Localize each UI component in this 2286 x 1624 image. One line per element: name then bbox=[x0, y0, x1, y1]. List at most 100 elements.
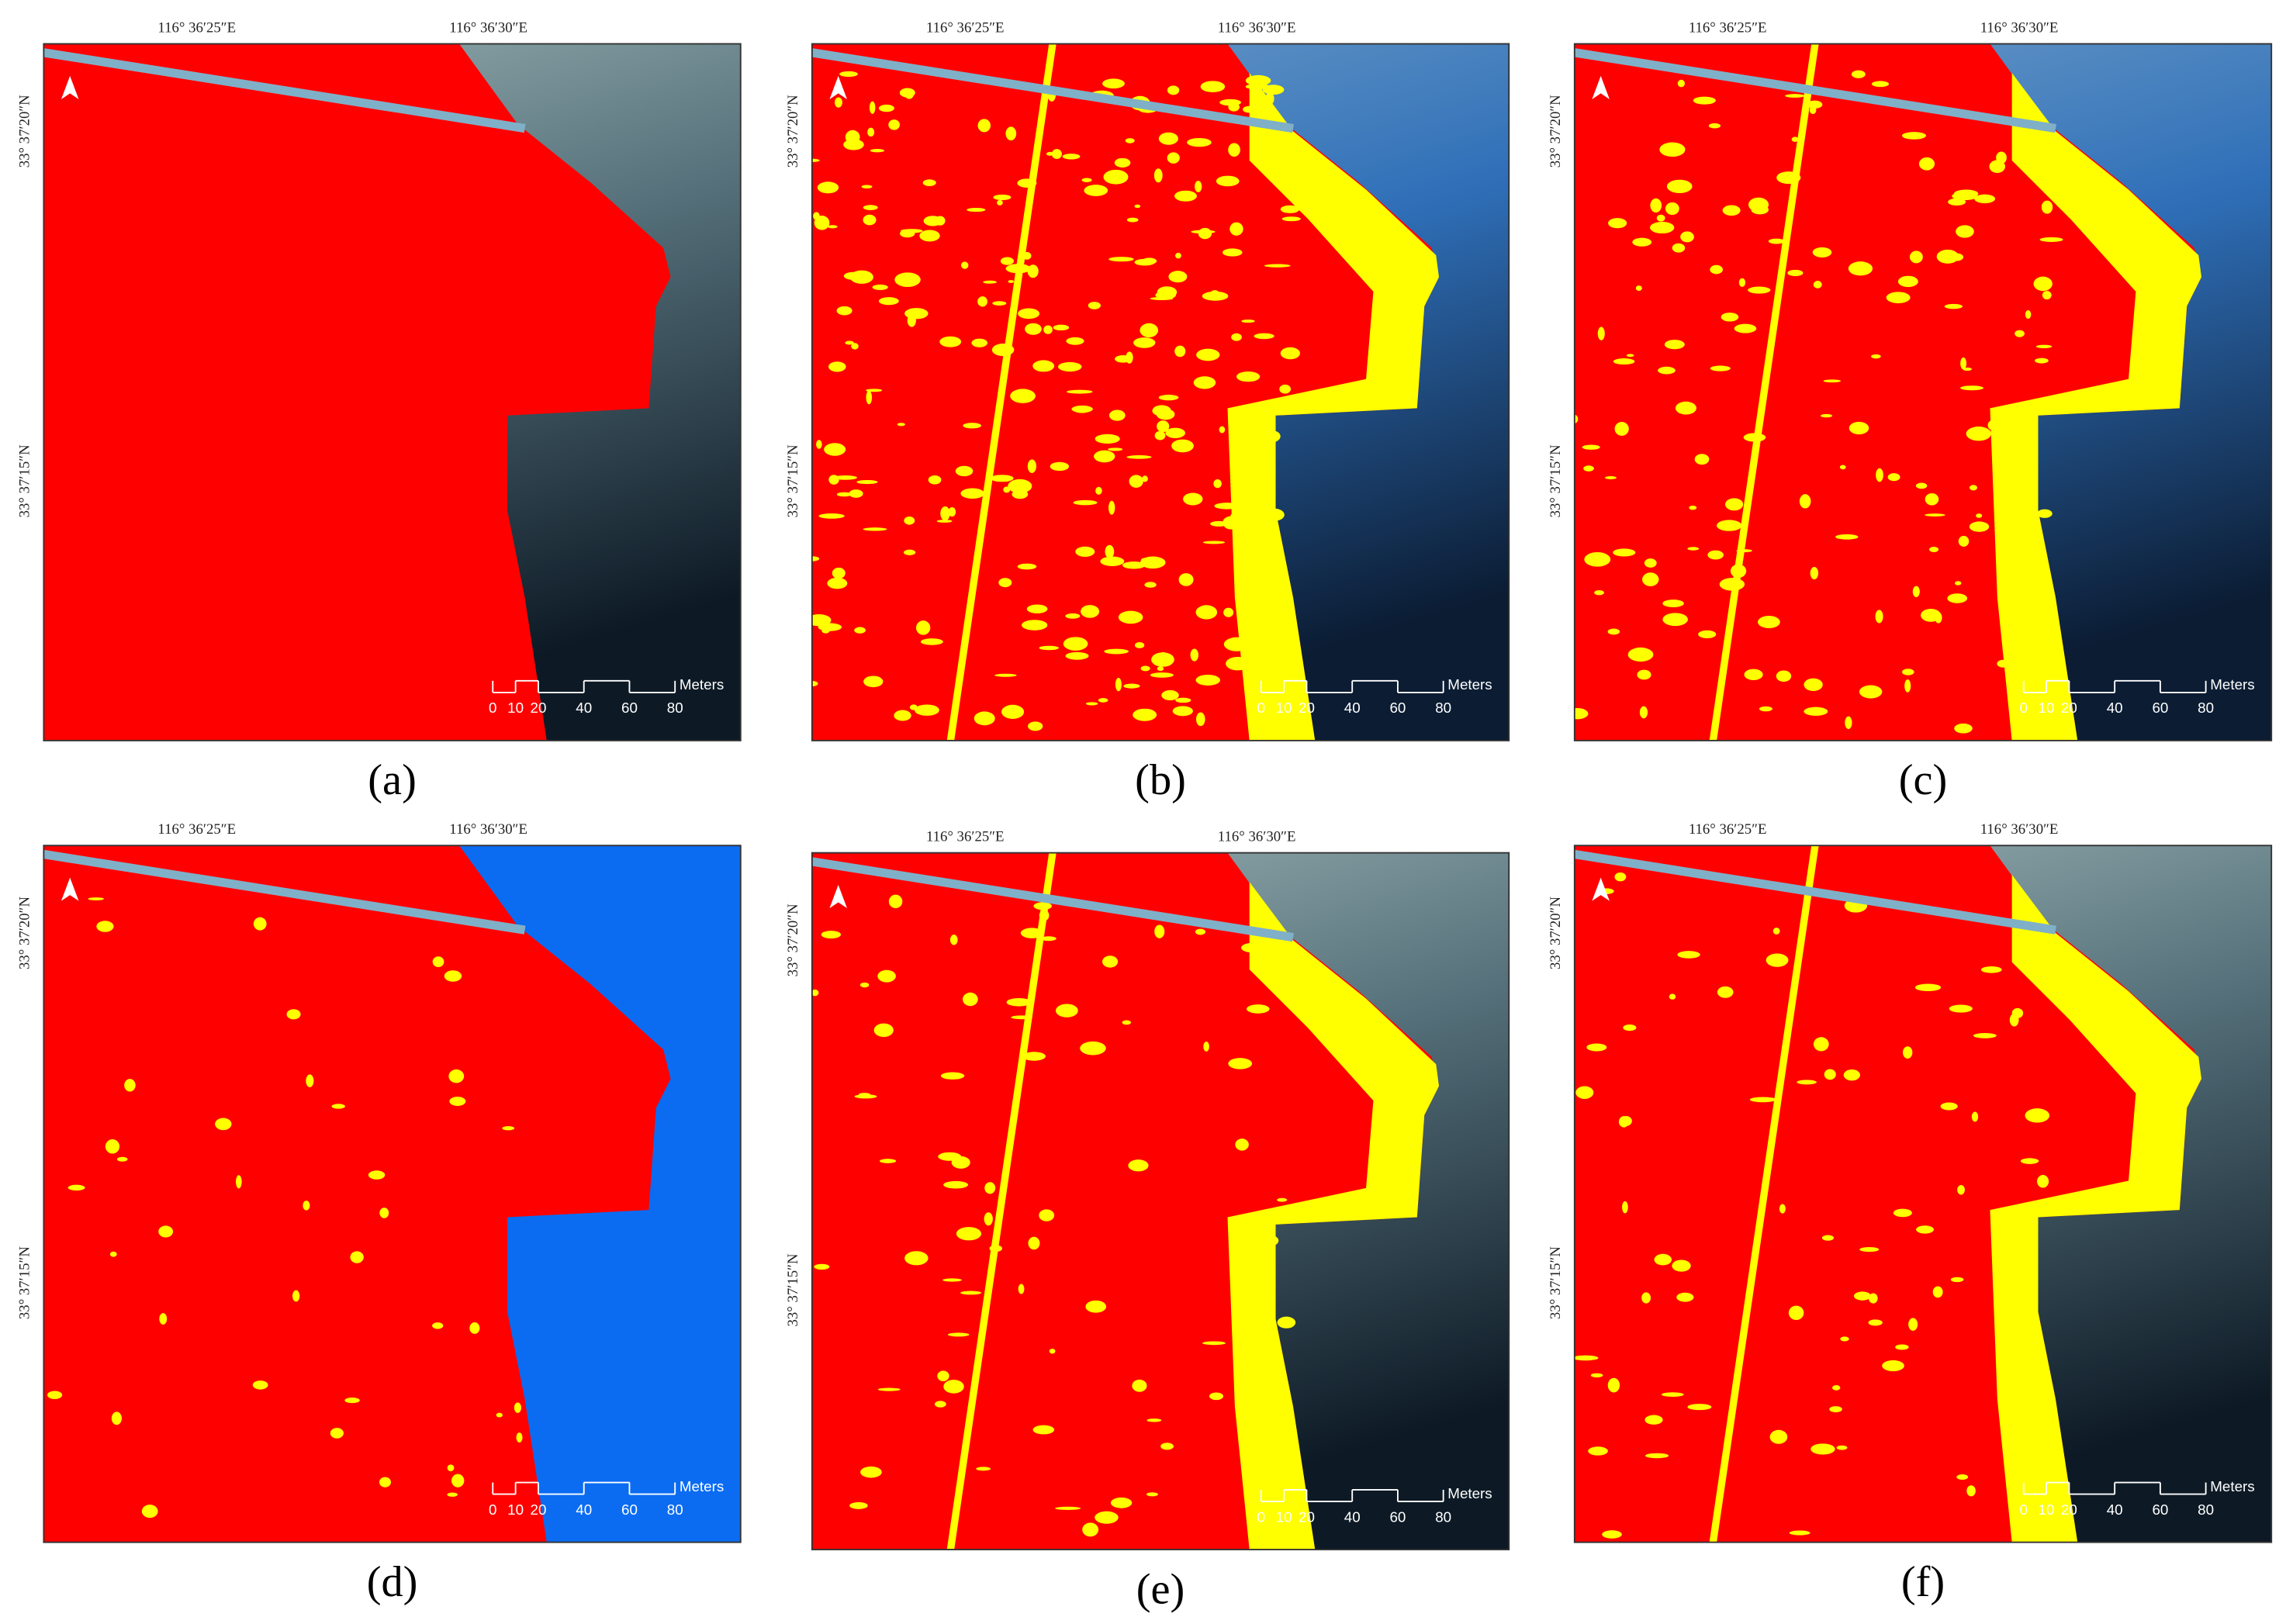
scale-label: 80 bbox=[667, 1501, 683, 1518]
yellow-patch bbox=[1065, 613, 1081, 619]
yellow-patch bbox=[1018, 308, 1040, 320]
yellow-patch bbox=[1057, 361, 1082, 372]
yellow-patch bbox=[1734, 323, 1757, 333]
yellow-patch bbox=[1066, 389, 1093, 394]
yellow-patch bbox=[904, 90, 914, 99]
yellow-patch bbox=[1104, 648, 1129, 655]
yellow-patch bbox=[1196, 348, 1220, 361]
map-panel: 116° 36′25″E 116° 36′30″E 33° 37′20″N 33° 3… bbox=[17, 19, 742, 804]
yellow-patch bbox=[962, 992, 978, 1007]
yellow-patch bbox=[1904, 679, 1911, 693]
yellow-patch bbox=[1676, 1292, 1694, 1302]
yellow-patch bbox=[1132, 1379, 1147, 1392]
yellow-patch bbox=[1956, 225, 1974, 238]
yellow-patch bbox=[1632, 237, 1652, 247]
yellow-patch bbox=[235, 1175, 242, 1189]
yellow-patch bbox=[1254, 333, 1274, 340]
yellow-patch bbox=[1020, 928, 1043, 938]
yellow-patch bbox=[1230, 510, 1250, 523]
yellow-patch bbox=[1689, 505, 1697, 510]
scale-label: 0 bbox=[1257, 700, 1265, 716]
yellow-patch bbox=[873, 1023, 894, 1038]
yellow-patch bbox=[1789, 1530, 1810, 1536]
lon-label: 116° 36′25″E bbox=[1689, 19, 1767, 36]
yellow-patch bbox=[1039, 1209, 1055, 1221]
yellow-patch bbox=[1228, 1058, 1253, 1069]
yellow-patch bbox=[1153, 168, 1163, 183]
yellow-patch bbox=[1280, 205, 1300, 213]
yellow-patch bbox=[1935, 612, 1942, 624]
yellow-patch bbox=[1980, 966, 2002, 973]
yellow-patch bbox=[1989, 160, 2005, 174]
yellow-patch bbox=[286, 1009, 301, 1020]
yellow-patch bbox=[1791, 136, 1799, 142]
lon-label: 116° 36′30″E bbox=[1980, 19, 2059, 36]
yellow-patch bbox=[1717, 986, 1734, 998]
lon-label: 116° 36′25″E bbox=[157, 821, 236, 838]
yellow-patch bbox=[963, 423, 981, 429]
yellow-ditch bbox=[1709, 845, 1819, 1543]
yellow-patch bbox=[1279, 384, 1292, 394]
scale-label: 10 bbox=[507, 700, 524, 716]
yellow-patch bbox=[1049, 1348, 1056, 1354]
yellow-patch bbox=[330, 1428, 344, 1439]
lat-label: 33° 37′15″N bbox=[785, 1253, 801, 1326]
yellow-patch bbox=[2013, 1354, 2030, 1364]
yellow-patch bbox=[2025, 667, 2047, 677]
yellow-patch bbox=[1940, 1102, 1958, 1111]
yellow-patch bbox=[1772, 928, 1780, 935]
yellow-patch bbox=[834, 97, 842, 108]
yellow-patch bbox=[1987, 420, 1997, 430]
lat-label: 33° 37′15″N bbox=[1548, 444, 1564, 517]
yellow-patch bbox=[1134, 641, 1145, 648]
yellow-patch bbox=[856, 479, 878, 485]
yellow-patch bbox=[1614, 872, 1627, 882]
yellow-patch bbox=[1209, 1392, 1224, 1401]
yellow-patch bbox=[971, 338, 988, 347]
yellow-patch bbox=[1736, 549, 1752, 553]
yellow-patch bbox=[904, 308, 929, 320]
yellow-patch bbox=[1605, 476, 1617, 479]
yellow-patch bbox=[1768, 238, 1785, 244]
yellow-patch bbox=[1008, 479, 1032, 493]
yellow-patch bbox=[1264, 264, 1291, 268]
yellow-patch bbox=[1243, 105, 1257, 113]
yellow-patch bbox=[116, 1156, 128, 1162]
yellow-patch bbox=[1236, 371, 1261, 382]
scale-label: 80 bbox=[1435, 1508, 1451, 1525]
yellow-patch bbox=[900, 229, 915, 238]
yellow-patch bbox=[1966, 426, 1991, 441]
yellow-patch bbox=[894, 272, 921, 288]
lat-label: 33° 37′15″N bbox=[785, 444, 801, 517]
yellow-patch bbox=[1644, 1453, 1669, 1459]
yellow-patch bbox=[1235, 1139, 1249, 1151]
scale-bar: 0 10 20 40 60 80 Meters bbox=[489, 1478, 724, 1518]
yellow-patch bbox=[1976, 513, 1983, 518]
yellow-patch bbox=[1779, 1204, 1786, 1214]
yellow-patch bbox=[1586, 1043, 1607, 1052]
yellow-patch bbox=[1583, 465, 1594, 472]
yellow-patch bbox=[111, 1411, 122, 1425]
yellow-patch bbox=[1582, 444, 1600, 450]
yellow-patch bbox=[1875, 610, 1883, 624]
yellow-patch bbox=[983, 280, 997, 284]
yellow-patch bbox=[1213, 479, 1222, 489]
yellow-patch bbox=[2008, 461, 2033, 466]
yellow-patch bbox=[1174, 345, 1186, 358]
yellow-patch bbox=[949, 935, 958, 945]
yellow-patch bbox=[1140, 557, 1160, 562]
yellow-patch bbox=[1022, 251, 1032, 260]
yellow-patch bbox=[1245, 74, 1271, 86]
scale-label: 0 bbox=[489, 700, 496, 716]
yellow-patch bbox=[836, 306, 852, 316]
yellow-patch bbox=[1085, 1300, 1107, 1313]
yellow-patch bbox=[1175, 252, 1181, 259]
yellow-patch bbox=[994, 673, 1017, 677]
yellow-patch bbox=[1277, 1197, 1288, 1202]
yellow-patch bbox=[1105, 544, 1115, 558]
land bbox=[43, 845, 671, 1543]
yellow-patch bbox=[1039, 645, 1059, 651]
yellow-patch bbox=[1722, 205, 1741, 216]
yellow-patch bbox=[502, 1126, 515, 1131]
yellow-patch bbox=[877, 969, 896, 983]
